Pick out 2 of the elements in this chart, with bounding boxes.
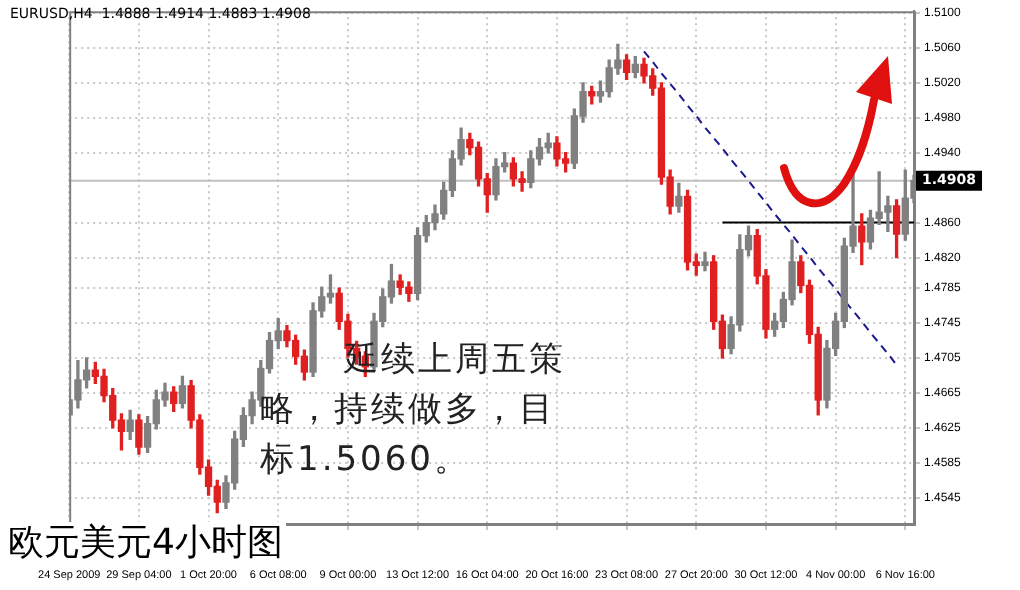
text: 欧元美元4小时图: [4, 522, 287, 564]
line-series: [643, 50, 898, 367]
